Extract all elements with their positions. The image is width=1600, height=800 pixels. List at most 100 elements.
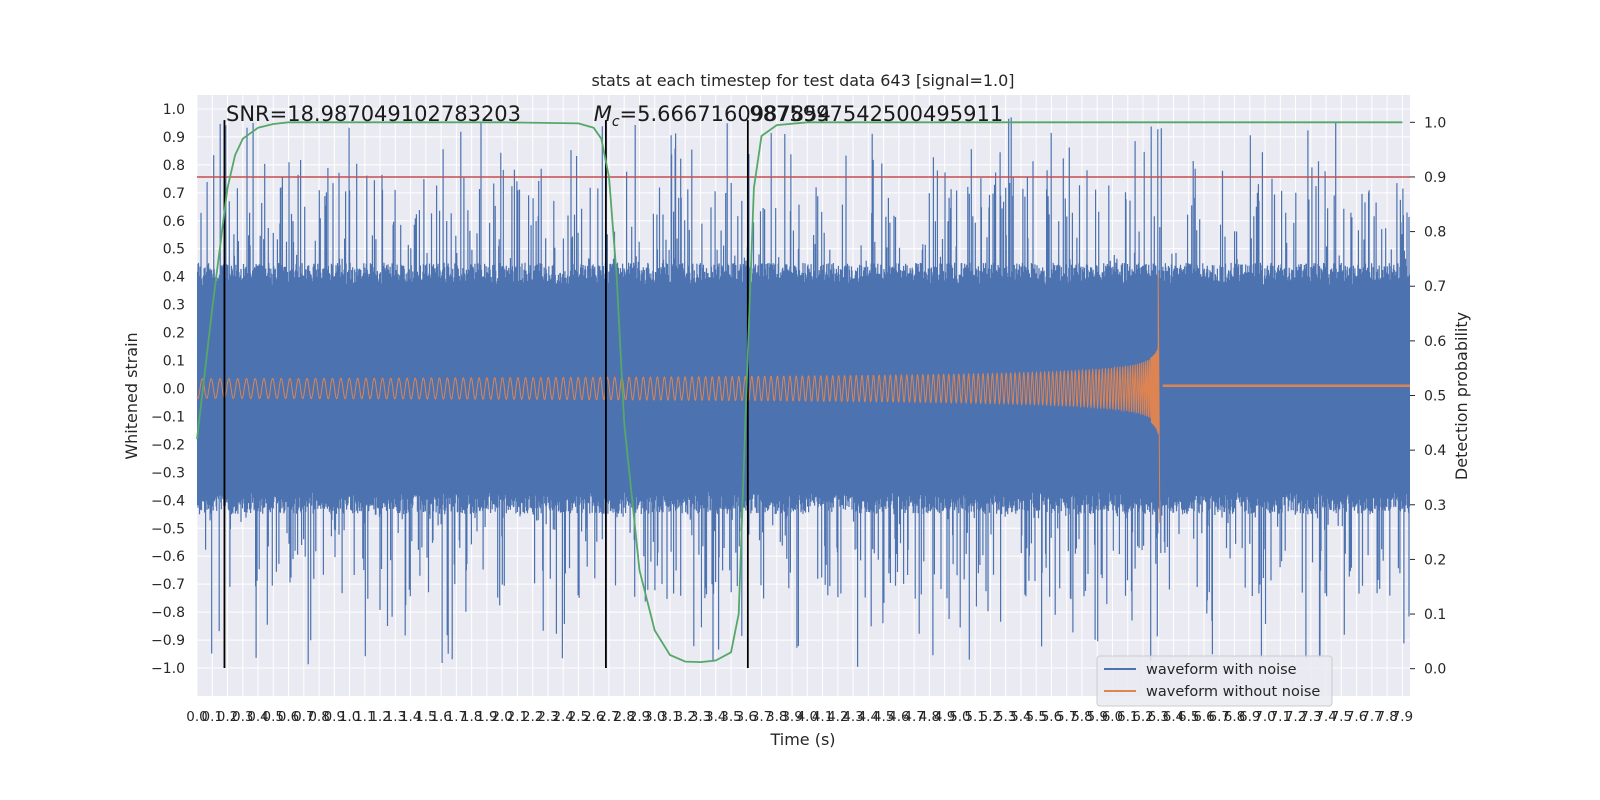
y-tick-left: 1.0 xyxy=(163,102,185,118)
x-tick: 5.6 xyxy=(1041,709,1062,725)
x-tick: 2.6 xyxy=(583,709,604,725)
x-tick: 0.2 xyxy=(217,709,238,725)
x-tick: 3.4 xyxy=(705,709,726,725)
x-tick: 1.3 xyxy=(385,709,406,725)
detection-probability-line xyxy=(196,121,1403,663)
series-probability xyxy=(196,121,1403,663)
x-tick: 1.0 xyxy=(339,709,360,725)
x-tick: 4.2 xyxy=(827,709,848,725)
value-annotation: 9875997542500495911 xyxy=(749,102,1003,126)
x-tick: 6.7 xyxy=(1209,709,1230,725)
y-tick-left: 0.1 xyxy=(163,354,185,370)
x-tick: 5.7 xyxy=(1056,709,1077,725)
x-tick: 4.9 xyxy=(934,709,955,725)
x-tick: 3.6 xyxy=(736,709,757,725)
y-tick-right: 0.1 xyxy=(1424,607,1446,623)
x-tick: 0.8 xyxy=(308,709,329,725)
y-tick-left: −0.6 xyxy=(151,549,185,565)
y-ticks-left: 1.0 0.9 0.8 0.7 0.6 0.5 0.4 0.3 0.2 0.1 0.0 −0.1 −0.… xyxy=(151,102,185,677)
x-tick: 6.5 xyxy=(1178,709,1199,725)
x-tick: 2.0 xyxy=(491,709,512,725)
x-tick: 7.2 xyxy=(1285,709,1306,725)
x-tick: 6.2 xyxy=(1132,709,1153,725)
x-tick: 7.1 xyxy=(1270,709,1291,725)
x-tick: 1.6 xyxy=(430,709,451,725)
x-tick: 2.3 xyxy=(537,709,558,725)
x-tick: 1.4 xyxy=(400,709,421,725)
x-tick: 4.3 xyxy=(842,709,863,725)
snr-annotation: SNR=18.987049102783203 xyxy=(226,102,521,126)
x-tick: 0.3 xyxy=(232,709,253,725)
x-tick: 7.8 xyxy=(1376,709,1397,725)
y-tick-left: −1.0 xyxy=(151,661,185,677)
x-axis-label: Time (s) xyxy=(769,730,835,749)
x-tick: 3.3 xyxy=(690,709,711,725)
legend-label-clean: waveform without noise xyxy=(1146,684,1320,700)
x-tick: 5.4 xyxy=(1010,709,1031,725)
x-tick: 1.8 xyxy=(461,709,482,725)
x-tick: 7.7 xyxy=(1361,709,1382,725)
y-tick-left: 0.3 xyxy=(163,298,185,314)
x-tick: 5.8 xyxy=(1071,709,1092,725)
y-axis-label-left: Whitened strain xyxy=(122,332,141,459)
x-tick: 5.5 xyxy=(1025,709,1046,725)
x-tick: 7.3 xyxy=(1300,709,1321,725)
x-tick: 3.2 xyxy=(675,709,696,725)
y-tick-right: 0.2 xyxy=(1424,552,1446,568)
y-tick-right: 0.4 xyxy=(1424,443,1446,459)
x-tick: 3.1 xyxy=(659,709,680,725)
y-tick-right: 0.9 xyxy=(1424,170,1446,186)
x-tick: 4.8 xyxy=(919,709,940,725)
x-tick: 3.0 xyxy=(644,709,665,725)
clean-waveform xyxy=(196,273,1161,523)
y-tick-left: −0.3 xyxy=(151,465,185,481)
y-tick-right: 0.7 xyxy=(1424,279,1446,295)
y-axis-label-right: Detection probability xyxy=(1452,312,1471,480)
x-tick: 1.2 xyxy=(369,709,390,725)
x-tick: 2.1 xyxy=(507,709,528,725)
x-tick: 3.9 xyxy=(781,709,802,725)
x-tick: 2.8 xyxy=(613,709,634,725)
x-tick: 4.4 xyxy=(858,709,879,725)
chart-title: stats at each timestep for test data 643… xyxy=(591,71,1014,90)
y-tick-left: 0.2 xyxy=(163,326,185,342)
x-tick: 4.6 xyxy=(888,709,909,725)
x-tick: 0.4 xyxy=(247,709,268,725)
x-tick: 7.9 xyxy=(1392,709,1413,725)
x-tick: 1.9 xyxy=(476,709,497,725)
x-tick: 3.8 xyxy=(766,709,787,725)
y-tick-left: 0.5 xyxy=(163,242,185,258)
series-clean xyxy=(196,273,1410,523)
x-tick: 1.1 xyxy=(354,709,375,725)
x-tick: 5.0 xyxy=(949,709,970,725)
x-tick: 5.1 xyxy=(964,709,985,725)
legend: waveform with noise waveform without noi… xyxy=(1096,655,1333,707)
x-tick: 1.5 xyxy=(415,709,436,725)
x-tick: 4.1 xyxy=(812,709,833,725)
y-tick-right: 0.5 xyxy=(1424,389,1446,405)
y-tick-right: 0.3 xyxy=(1424,498,1446,514)
x-tick: 4.5 xyxy=(873,709,894,725)
x-tick: 2.2 xyxy=(522,709,543,725)
y-tick-left: 0.9 xyxy=(163,130,185,146)
y-tick-left: 0.0 xyxy=(163,382,185,398)
x-tick: 3.7 xyxy=(751,709,772,725)
y-tick-right: 1.0 xyxy=(1424,115,1446,131)
y-tick-left: −0.9 xyxy=(151,633,185,649)
x-tick: 1.7 xyxy=(446,709,467,725)
x-tick: 5.3 xyxy=(995,709,1016,725)
y-tick-left: −0.1 xyxy=(151,409,185,425)
x-tick: 0.6 xyxy=(278,709,299,725)
x-tick: 6.4 xyxy=(1163,709,1184,725)
x-tick: 5.9 xyxy=(1086,709,1107,725)
x-tick: 7.0 xyxy=(1254,709,1275,725)
y-tick-left: 0.8 xyxy=(163,158,185,174)
y-tick-right: 0.6 xyxy=(1424,334,1446,350)
x-tick: 5.2 xyxy=(980,709,1001,725)
x-tick: 6.1 xyxy=(1117,709,1138,725)
x-ticks: 0.00.10.20.30.40.50.60.70.80.91.01.11.21… xyxy=(186,709,1413,725)
x-tick: 2.5 xyxy=(568,709,589,725)
y-tick-right: 0.0 xyxy=(1424,662,1446,678)
x-tick: 3.5 xyxy=(720,709,741,725)
